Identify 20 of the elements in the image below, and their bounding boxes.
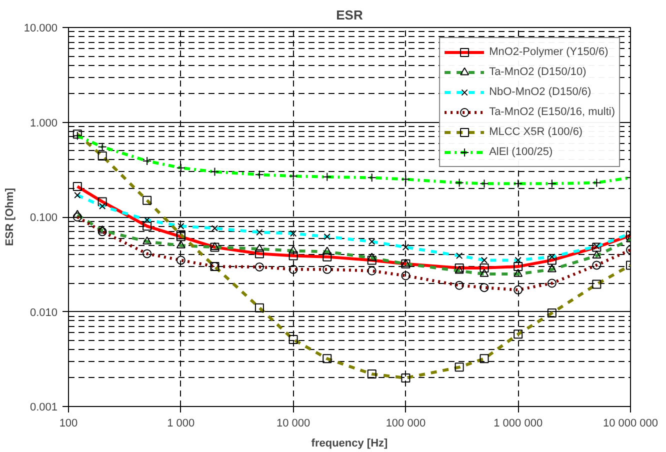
x-tick-label: 10 000 000 — [602, 418, 658, 430]
legend-label: Ta-MnO2 (D150/10) — [489, 65, 586, 79]
legend-label: MnO2-Polymer (Y150/6) — [489, 45, 608, 59]
y-tick-label: 1.000 — [30, 117, 58, 130]
legend-label: NbO-MnO2 (D150/6) — [489, 85, 592, 99]
legend-label: AlEl (100/25) — [489, 145, 553, 159]
y-tick-label: 0.100 — [30, 212, 58, 224]
legend-label: MLCC X5R (100/6) — [489, 125, 583, 139]
x-tick-label: 100 000 — [386, 418, 426, 430]
legend-label: Ta-MnO2 (E150/16, multi) — [489, 105, 615, 119]
x-axis-title: frequency [Hz] — [311, 438, 388, 450]
x-tick-label: 1 000 000 — [494, 418, 543, 430]
y-tick-label: 0.001 — [30, 402, 58, 414]
x-tick-label: 100 — [59, 418, 78, 430]
chart-title: ESR — [336, 8, 364, 22]
y-tick-label: 0.010 — [30, 306, 58, 319]
y-tick-label: 10.000 — [24, 22, 58, 34]
x-tick-label: 10 000 — [276, 418, 310, 430]
x-tick-label: 1 000 — [167, 418, 195, 430]
y-axis-title: ESR [Ohm] — [4, 188, 16, 246]
